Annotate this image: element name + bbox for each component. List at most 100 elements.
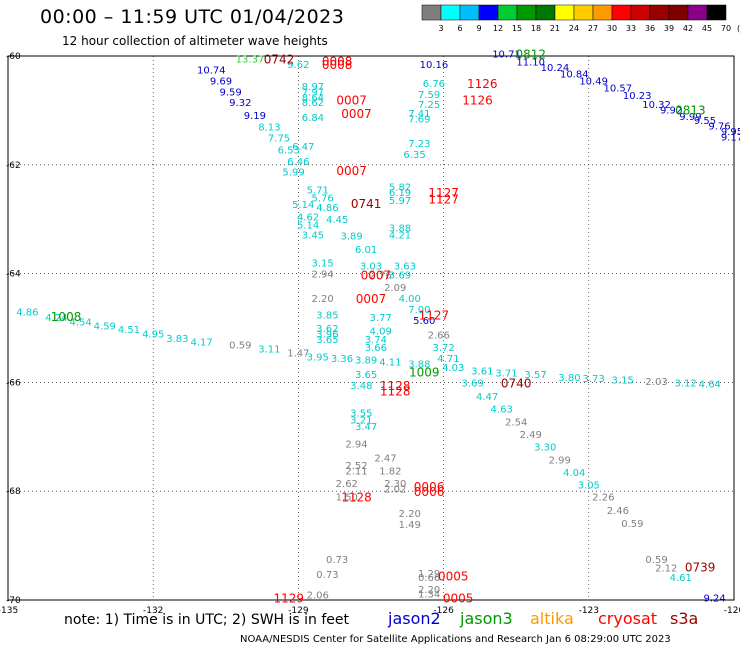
swh-label: 2.30 — [384, 479, 406, 490]
swh-label: 8.64 — [302, 93, 324, 104]
legend-label: 9 — [476, 24, 481, 33]
swh-label: 9.99 — [679, 112, 701, 123]
swh-label: 3.48 — [350, 381, 372, 392]
swh-label: 3.45 — [302, 230, 324, 241]
pass-time-label: 1128 — [380, 385, 411, 399]
swh-label: 10.16 — [420, 60, 449, 71]
pass-time-label: 0740 — [501, 376, 532, 390]
swh-label: 10.74 — [197, 66, 226, 77]
pass-time-label: 0007 — [336, 164, 367, 178]
swh-label: 1.82 — [379, 467, 401, 478]
swh-label: 2.94 — [311, 270, 333, 281]
swh-label: 3.21 — [350, 415, 372, 426]
swh-label: 2.66 — [428, 331, 450, 342]
legend-label: 27 — [588, 24, 598, 33]
swh-label: 4.51 — [118, 325, 140, 336]
pass-time-label: 0739 — [685, 560, 716, 574]
satellite-altika: altika — [530, 609, 574, 628]
page-subtitle: 12 hour collection of altimeter wave hei… — [62, 34, 328, 48]
swh-label: 7.25 — [418, 100, 440, 111]
swh-label: 3.61 — [471, 366, 493, 377]
swh-label: 3.83 — [166, 334, 188, 345]
swh-label: 2.02 — [384, 484, 406, 495]
swh-label: 3.66 — [365, 343, 387, 354]
swh-label: 4.63 — [491, 405, 513, 416]
swh-label: 4.61 — [670, 573, 692, 584]
swh-label: 3.88 — [389, 223, 411, 234]
swh-label: 4.17 — [190, 338, 212, 349]
swh-label: 4.24 — [45, 313, 67, 324]
swh-label: 4.59 — [94, 321, 116, 332]
swh-label: 0.59 — [645, 555, 667, 566]
x-tick-label: -123 — [579, 606, 599, 616]
swh-label: 4.86 — [16, 308, 38, 319]
swh-label: 2.26 — [592, 493, 614, 504]
swh-label: 9.59 — [220, 87, 242, 98]
swh-label: 5.60 — [413, 316, 435, 327]
swh-label: 4.21 — [389, 230, 411, 241]
swh-label: 3.73 — [583, 374, 605, 385]
satellite-cryosat: cryosat — [598, 609, 658, 628]
legend-label: 39 — [664, 24, 674, 33]
legend-label: (ft) — [737, 24, 740, 33]
legend-label: 24 — [569, 24, 579, 33]
swh-label: 9.32 — [229, 98, 251, 109]
swh-label: 0.66 — [418, 573, 440, 584]
swh-label: 4.54 — [69, 317, 91, 328]
swh-label: 2.20 — [399, 509, 421, 520]
swh-label: 9.17 — [721, 133, 740, 144]
footer-note: note: 1) Time is in UTC; 2) SWH is in fe… — [64, 612, 350, 628]
swh-label: 8.62 — [302, 98, 324, 109]
swh-label: 7.59 — [418, 90, 440, 101]
pass-time-label: 1008 — [51, 310, 82, 324]
swh-label: 10.84 — [560, 69, 589, 80]
swh-label: 8.13 — [258, 123, 280, 134]
swh-label: 2.20 — [418, 585, 440, 596]
y-tick-label: -70 — [6, 596, 21, 606]
swh-label: 3.95 — [307, 352, 329, 363]
swh-label: 6.53 — [278, 146, 300, 157]
swh-label: 3.12 — [674, 378, 696, 389]
swh-label: 3.80 — [558, 373, 580, 384]
pass-time-label: 1128 — [341, 491, 372, 505]
legend-label: 18 — [531, 24, 541, 33]
swh-label: 10.32 — [642, 100, 671, 111]
page-title: 00:00 – 11:59 UTC 01/04/2023 — [40, 6, 345, 28]
swh-label: 9.92 — [660, 105, 682, 116]
legend-label: 36 — [645, 24, 655, 33]
legend-label: 15 — [512, 24, 522, 33]
pass-time-label: 0008 — [322, 54, 353, 68]
pass-time-label: 0007 — [336, 94, 367, 108]
swh-label: 0.73 — [316, 570, 338, 581]
swh-label: 2.46 — [607, 506, 629, 517]
swh-label: 2.20 — [311, 294, 333, 305]
swh-label: 3.69 — [389, 271, 411, 282]
swh-label: 6.35 — [403, 150, 425, 161]
swh-label: 3.47 — [355, 422, 377, 433]
x-tick-label: -126 — [433, 606, 454, 616]
swh-label: 2.09 — [384, 283, 406, 294]
swh-label: 9.19 — [244, 111, 266, 122]
swh-label: 2.99 — [549, 456, 571, 467]
swh-label: 3.05 — [578, 481, 600, 492]
pass-time-label: 0812 — [515, 47, 546, 61]
swh-label: 3.11 — [258, 345, 280, 356]
swh-label: 3.89 — [341, 232, 363, 243]
swh-label: 5.97 — [389, 196, 411, 207]
pass-time-label: 0008 — [322, 58, 353, 72]
x-tick-label: -135 — [0, 606, 18, 616]
pass-time-label: 0005 — [438, 570, 469, 584]
legend-label: 70 — [721, 24, 731, 33]
swh-label: 1.50 — [336, 493, 358, 504]
swh-label: 1.47 — [287, 348, 309, 359]
swh-label: 7.00 — [408, 305, 430, 316]
legend-label: 30 — [607, 24, 617, 33]
swh-label: 3.74 — [365, 335, 387, 346]
swh-label: 7.23 — [408, 139, 430, 150]
pass-time-label: 0007 — [356, 292, 387, 306]
swh-label: 3.15 — [311, 259, 333, 270]
swh-label: 3.88 — [408, 359, 430, 370]
swh-label: 2.62 — [336, 479, 358, 490]
pass-time-label: 0813 — [675, 103, 706, 117]
